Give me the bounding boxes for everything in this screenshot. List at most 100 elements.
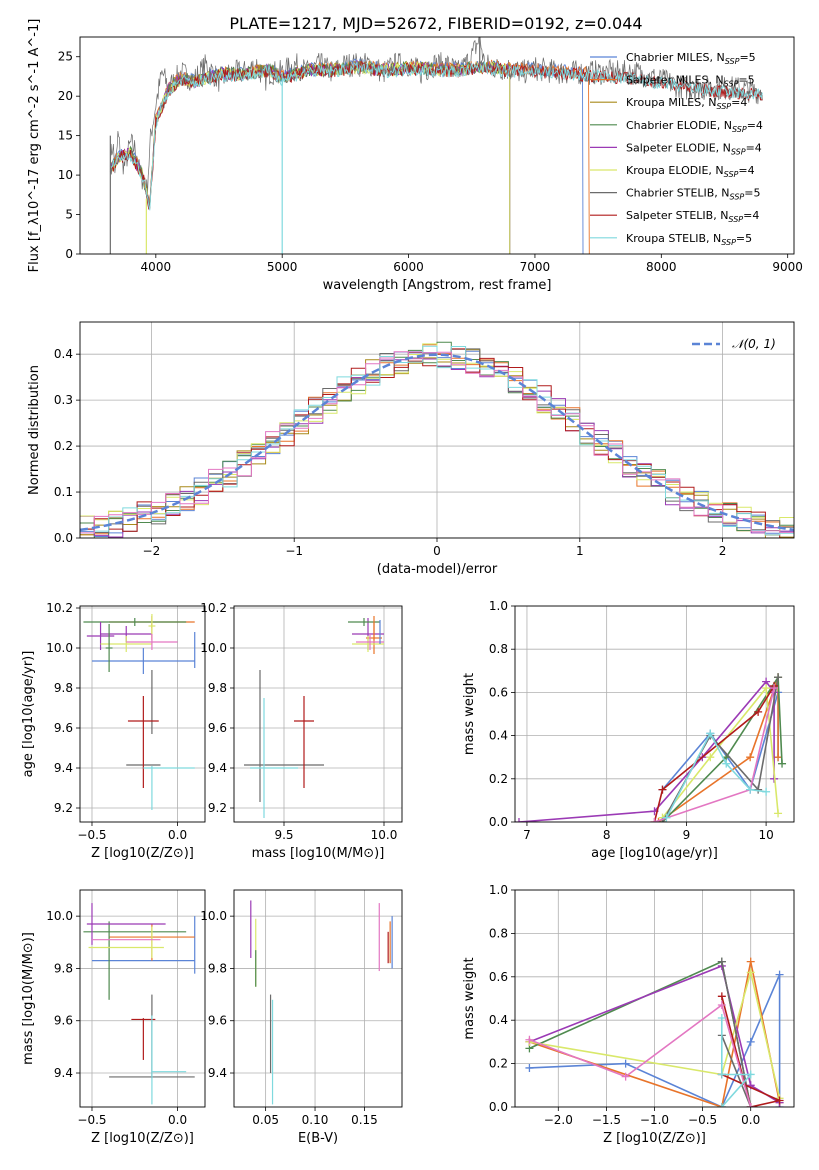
chart-title: PLATE=1217, MJD=52672, FIBERID=0192, z=0… xyxy=(229,14,642,33)
legend-label: Salpeter ELODIE, NSSP=4 xyxy=(626,141,762,156)
axes-frame xyxy=(79,889,206,1108)
plus-marker xyxy=(754,707,763,716)
x-tick-label: 0.0 xyxy=(741,1113,760,1127)
spectrum-series xyxy=(109,60,511,254)
plus-marker xyxy=(778,759,787,768)
x-tick-label: 9000 xyxy=(772,260,803,274)
x-tick-label: −0.5 xyxy=(688,1113,717,1127)
mass-weight-series xyxy=(653,685,775,822)
x-tick-label: −1.0 xyxy=(640,1113,669,1127)
y-tick-label: 9.4 xyxy=(208,1066,227,1080)
legend-label: Kroupa ELODIE, NSSP=4 xyxy=(626,164,755,179)
plot-area xyxy=(515,606,794,822)
plot-area xyxy=(234,606,402,822)
x-tick-label: 8 xyxy=(603,828,611,842)
y-tick-label: 9.8 xyxy=(54,961,73,975)
plot-area xyxy=(80,890,205,1107)
y-tick-label: 9.4 xyxy=(208,761,227,775)
y-axis-label: Flux [f_λ10^-17 erg cm^-2 s^-1 A^-1] xyxy=(27,19,42,273)
y-tick-label: 10 xyxy=(58,168,73,182)
axes-spectrum: 4000 5000 6000 7000 8000 9000 0 5 10 15 20 25 wavele… xyxy=(27,19,803,293)
plus-marker xyxy=(762,787,771,796)
legend-label: Salpeter STELIB, NSSP=4 xyxy=(626,209,759,224)
plus-marker xyxy=(775,1096,784,1105)
axes-frame xyxy=(233,605,403,823)
mass-weight-series xyxy=(720,1018,753,1107)
y-tick-label: 9.4 xyxy=(54,1066,73,1080)
y-tick-label: 20 xyxy=(58,89,73,103)
legend-label: Kroupa STELIB, NSSP=5 xyxy=(626,232,752,247)
mass-weight-series xyxy=(658,677,779,822)
y-tick-label: 10.0 xyxy=(200,641,227,655)
y-tick-label: 9.2 xyxy=(208,801,227,815)
legend-label: 𝒩(0, 1) xyxy=(732,337,776,351)
x-tick-label: −1.5 xyxy=(592,1113,621,1127)
error-bar-point xyxy=(352,636,384,652)
plus-marker xyxy=(706,753,715,762)
legend-label: Salpeter MILES, NSSP=5 xyxy=(626,74,755,89)
axes-frame xyxy=(79,36,795,255)
axes-frame xyxy=(79,321,795,539)
x-axis-label: Z [log10(Z/Z⊙)] xyxy=(91,846,194,861)
y-axis-label: mass [log10(M/M⊙)] xyxy=(21,932,36,1065)
y-tick-label: 0.4 xyxy=(54,347,73,361)
plus-marker xyxy=(746,1037,755,1046)
plot-area xyxy=(109,37,763,254)
y-tick-label: 9.6 xyxy=(208,1014,227,1028)
x-tick-label: 0.10 xyxy=(302,1113,329,1127)
error-bar-point xyxy=(356,634,384,650)
plus-marker xyxy=(746,1070,755,1079)
axes-residuals: −2 −1 0 1 2 0.0 0.1 0.2 0.3 0.4 (data-model)/error… xyxy=(27,321,795,577)
plus-marker xyxy=(621,1072,630,1081)
mass-weight-series xyxy=(529,1003,752,1107)
error-bar-point xyxy=(105,624,113,672)
x-tick-label: 0.0 xyxy=(168,1113,187,1127)
plus-marker xyxy=(662,813,671,822)
y-tick-label: 0.2 xyxy=(489,772,508,786)
histogram-series xyxy=(80,345,794,536)
y-tick-label: 9.6 xyxy=(208,721,227,735)
x-tick-label: 10.0 xyxy=(371,828,398,842)
plus-marker xyxy=(658,785,667,794)
y-tick-label: 0.2 xyxy=(54,439,73,453)
x-tick-label: 0 xyxy=(433,544,441,558)
y-tick-label: 10.0 xyxy=(200,909,227,923)
plus-marker xyxy=(746,753,755,762)
legend-label: Chabrier ELODIE, NSSP=4 xyxy=(626,119,763,134)
y-tick-label: 1.0 xyxy=(489,883,508,897)
plus-marker xyxy=(746,968,755,977)
y-tick-label: 0.2 xyxy=(489,1057,508,1071)
y-axis-label: age [log10(age/yr)] xyxy=(21,651,36,778)
y-tick-label: 10.0 xyxy=(46,641,73,655)
plus-marker xyxy=(746,1103,755,1107)
mass-weight-series xyxy=(721,961,752,1107)
x-tick-label: 8000 xyxy=(646,260,677,274)
y-tick-label: 0 xyxy=(65,247,73,261)
axes-age-vs-mass: 9.5 10.0 9.2 9.4 9.6 9.8 10.0 10.2 mass [log10(M… xyxy=(200,601,403,861)
y-axis-label: mass weight xyxy=(462,673,477,755)
plus-marker xyxy=(621,1059,630,1068)
error-bar-point xyxy=(348,618,380,626)
error-bar-point xyxy=(100,636,152,652)
x-tick-label: 1 xyxy=(576,544,584,558)
legend: 𝒩(0, 1) xyxy=(692,337,776,351)
x-tick-label: 6000 xyxy=(393,260,424,274)
plus-marker xyxy=(706,729,715,738)
plus-marker xyxy=(717,1001,726,1010)
x-axis-label: wavelength [Angstrom, rest frame] xyxy=(323,278,552,293)
spectrum-series xyxy=(109,58,584,254)
plus-marker xyxy=(774,753,783,762)
y-tick-label: 0.8 xyxy=(489,642,508,656)
x-axis-label: (data-model)/error xyxy=(377,562,498,577)
mass-weight-series xyxy=(518,680,775,822)
x-tick-label: −2.0 xyxy=(544,1113,573,1127)
axes-frame xyxy=(79,605,206,823)
normal-curve xyxy=(80,353,794,532)
y-axis-label: mass weight xyxy=(462,957,477,1039)
y-tick-label: 9.8 xyxy=(208,681,227,695)
x-tick-label: 2 xyxy=(719,544,727,558)
x-axis-label: Z [log10(Z/Z⊙)] xyxy=(91,1131,194,1146)
y-tick-label: 15 xyxy=(58,129,73,143)
spectrum-series xyxy=(109,59,590,254)
x-axis-label: E(B-V) xyxy=(298,1131,338,1146)
